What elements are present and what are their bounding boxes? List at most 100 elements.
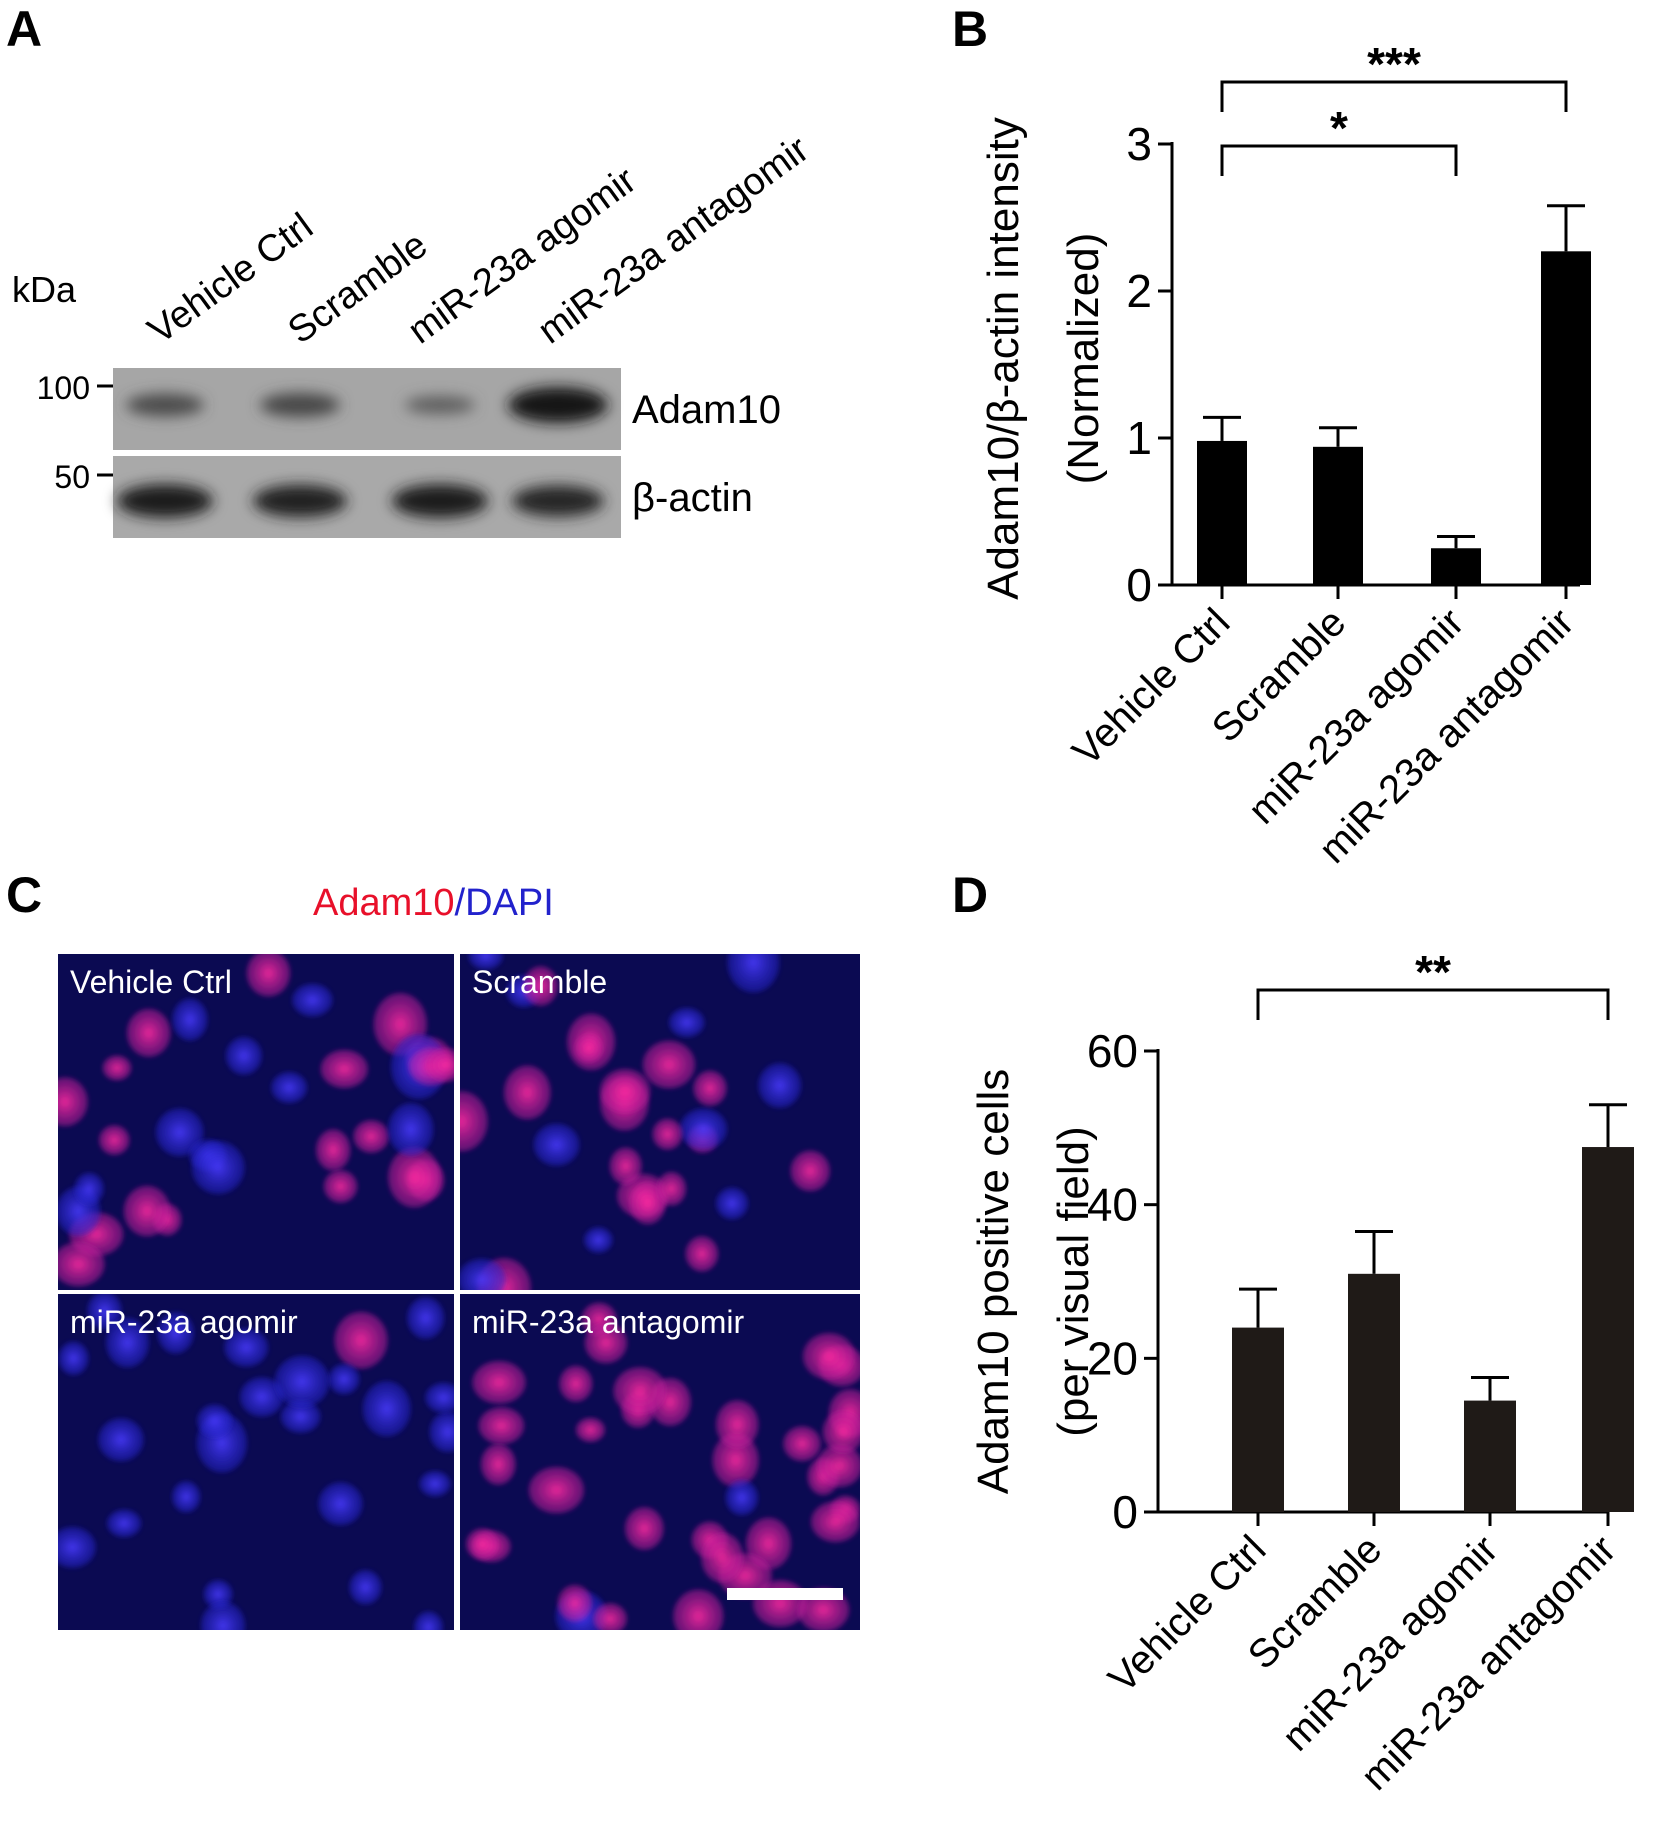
immuno-panel-vehicle-ctrl: Vehicle Ctrl [58,954,454,1290]
dapi-nucleus [758,1063,802,1108]
adam10-positive-cell [323,1169,358,1203]
dapi-nucleus [271,1071,308,1104]
dapi-nucleus [280,1400,321,1434]
adam10-positive-cell [123,1185,171,1237]
adam10-positive-cell [480,1443,516,1485]
significance-bracket [1256,988,1610,1020]
immuno-panel-scramble: Scramble [460,954,860,1290]
cell-field [460,954,831,1290]
cell-field [58,954,454,1287]
significance-bracket [1220,144,1458,176]
dapi-nucleus [274,1355,330,1408]
x-tick-label: Vehicle Ctrl [1064,600,1238,774]
dapi-nucleus [328,1363,360,1395]
dapi-nucleus [98,1418,144,1462]
adam10-positive-cell [685,1236,719,1272]
adam10-positive-cell [460,1091,488,1152]
adam10-positive-cell [472,1360,526,1405]
dapi-nucleus [171,1481,201,1513]
adam10-positive-cell [98,1125,130,1156]
adam10-positive-cell [425,1048,454,1082]
immuno-label: miR-23a agomir [70,1304,298,1340]
dapi-nucleus [203,1579,233,1609]
y-tick-label: 1 [1126,412,1152,464]
y-axis-label-secondary: (Normalized) [1059,233,1108,485]
dapi-nucleus [87,1294,122,1330]
adam10-positive-cell [353,1119,390,1153]
adam10-positive-cell [652,1118,683,1150]
adam10-positive-cell [701,1532,744,1583]
adam10-positive-cell [334,1311,388,1369]
adam10-positive-cell [528,1466,585,1514]
blot-band [126,393,204,417]
adam10-positive-cell [613,1366,667,1415]
marker-label: 50 [54,459,90,495]
adam10-positive-cell [102,1055,132,1081]
panel-letter-b: B [952,1,989,57]
dapi-nucleus [349,1569,382,1605]
dapi-nucleus [74,1172,104,1205]
y-axis-label: Adam10/β-actin intensity [979,117,1028,600]
dapi-nucleus [200,1601,246,1630]
significance-marker: ** [1415,946,1451,998]
adam10-positive-cell [387,1146,441,1208]
dapi-nucleus [196,1404,233,1438]
dapi-nucleus [172,998,208,1041]
immuno-panel-antagomir: miR-23a antagomir [460,1294,860,1630]
adam10-positive-cell [478,1406,525,1445]
blot-band [508,387,608,423]
immuno-title-separator: / [454,882,466,924]
blot-band [512,485,604,517]
dapi-nucleus [105,1317,150,1368]
bar [1464,1400,1516,1512]
y-tick-label: 20 [1087,1332,1138,1384]
bar [1313,446,1363,585]
x-tick-label: miR-23a antagomir [1311,600,1583,870]
significance-marker: *** [1367,38,1421,90]
x-tick-label: Scramble [1240,1527,1391,1678]
marker-label: 100 [37,370,90,406]
adam10-positive-cell [559,1365,593,1402]
y-axis-label: Adam10 positive cells [969,1069,1018,1495]
adam10-positive-cell [246,954,291,997]
adam10-positive-cell [58,1241,105,1287]
dapi-nucleus [429,1411,454,1453]
adam10-positive-cell [816,1444,860,1488]
adam10-positive-cell [575,1417,606,1443]
adam10-positive-cell [642,1040,696,1089]
dapi-nucleus [413,1611,443,1630]
bar [1582,1147,1634,1512]
adam10-positive-cell [465,1528,499,1561]
adam10-positive-cell [656,1171,687,1206]
dapi-nucleus [58,1341,89,1376]
adam10-positive-cell [523,966,559,1006]
band-label: Adam10 [632,388,781,432]
blot-band [253,484,347,518]
x-tick-label: Scramble [1204,600,1355,751]
x-tick-label: miR-23a antagomir [1353,1527,1625,1799]
adam10-positive-cell [126,1008,171,1057]
panel-letter-d: D [952,867,989,923]
adam10-positive-cell [810,1501,860,1543]
blot-band [392,484,488,518]
bar [1541,251,1591,585]
dapi-nucleus [157,1312,194,1354]
adam10-positive-cell [58,1077,88,1127]
adam10-positive-cell [673,1589,724,1630]
blot-band [405,396,475,414]
adam10-positive-cell [822,1409,860,1454]
dapi-nucleus [292,983,333,1017]
adam10-positive-cell [712,1432,759,1488]
kda-label: kDa [12,269,77,310]
dapi-nucleus [407,1296,445,1339]
adam10-positive-cell [503,1065,551,1120]
scale-bar [727,1588,843,1600]
y-tick-label: 3 [1126,118,1152,170]
adam10-positive-cell [715,1400,759,1449]
significance-bracket [1220,80,1568,112]
dapi-nucleus [106,1509,142,1538]
x-tick-label: miR-23a agomir [1274,1527,1506,1759]
immuno-label: Vehicle Ctrl [70,964,232,1000]
immuno-label: Scramble [472,964,608,1000]
dapi-nucleus [668,1007,705,1038]
